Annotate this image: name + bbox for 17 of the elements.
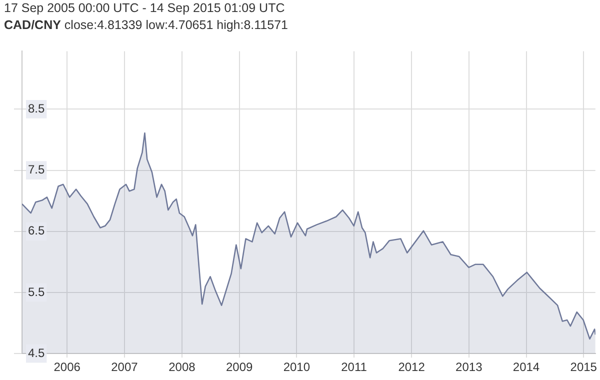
y-tick-label: 7.5 (28, 162, 46, 177)
x-tick-label: 2011 (341, 360, 368, 374)
y-tick-label: 4.5 (28, 346, 46, 360)
y-tick-label: 5.5 (28, 284, 46, 299)
chart-title: 17 Sep 2005 00:00 UTC - 14 Sep 2015 01:09 UTC (4, 1, 285, 15)
x-tick-label: 2014 (512, 360, 540, 374)
x-tick-label: 2013 (456, 360, 483, 374)
x-tick-label: 2007 (111, 360, 138, 374)
y-tick-label: 8.5 (28, 102, 46, 116)
x-tick-label: 2008 (168, 360, 196, 374)
x-tick-label: 2009 (226, 360, 253, 374)
x-tick-label: 2012 (398, 360, 426, 374)
x-tick-label: 2006 (54, 360, 81, 374)
x-tick-label: 2010 (283, 360, 310, 374)
y-tick-label: 6.5 (28, 224, 46, 238)
x-tick-label: 2015 (570, 360, 598, 374)
chart-subtitle: CAD/CNY close:4.81339 low:4.70651 high:8.11571 (4, 18, 288, 32)
